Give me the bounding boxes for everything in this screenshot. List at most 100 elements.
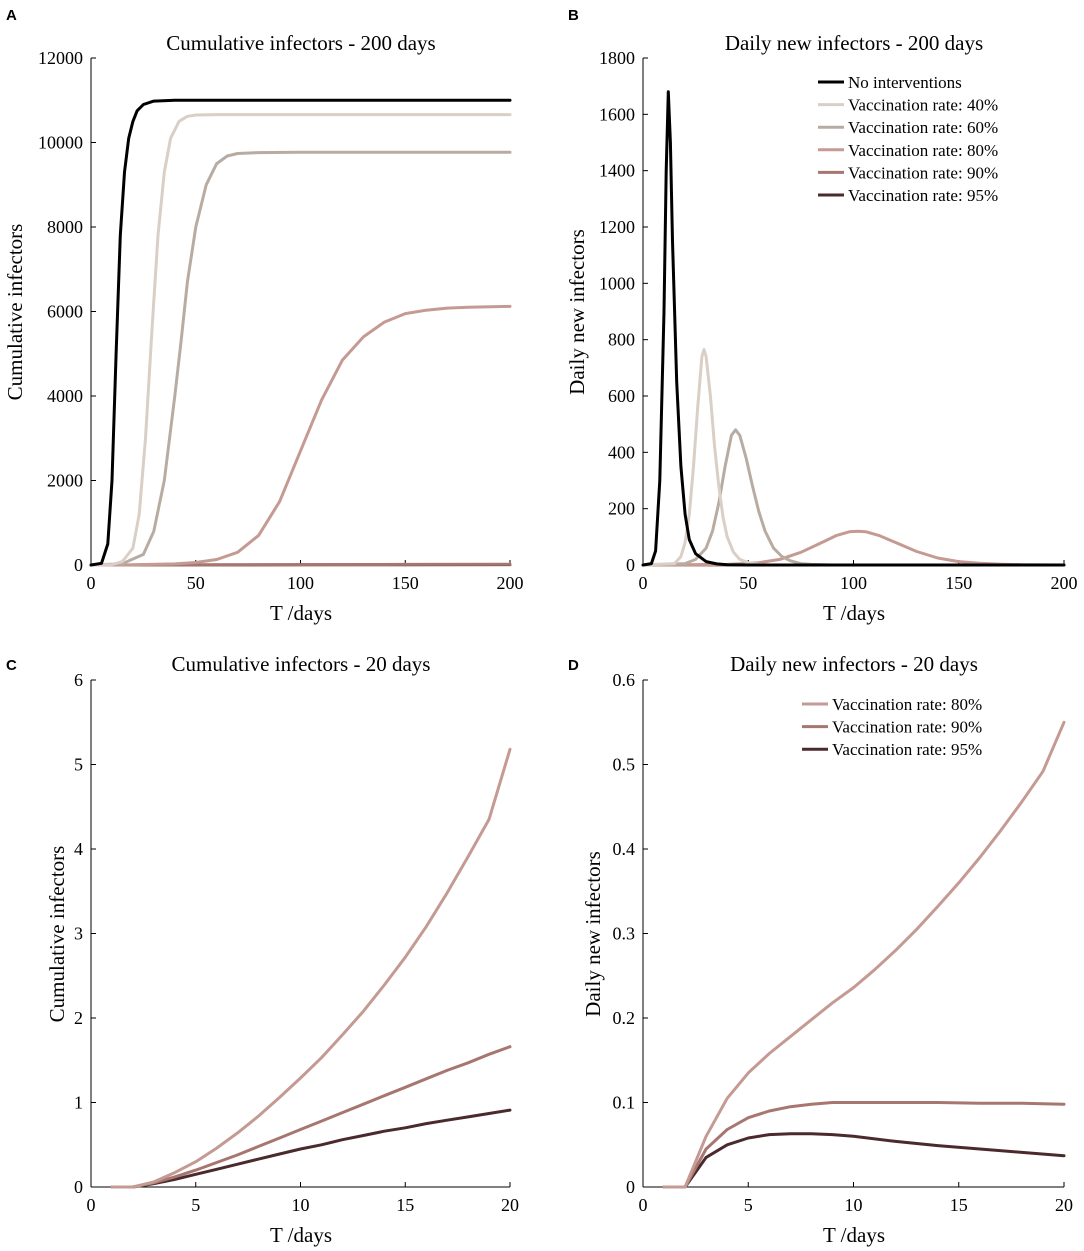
panel-letter: D (568, 657, 579, 674)
panel-a: A Cumulative infectors - 200 days T /day… (3, 7, 524, 625)
y-tick-label: 4000 (47, 386, 83, 406)
y-tick-label: 1 (74, 1093, 83, 1113)
x-tick-label: 20 (1055, 1195, 1073, 1215)
panel-b: B Daily new infectors - 200 days T /days… (565, 7, 1078, 625)
legend: No interventions Vaccination rate: 40% Vac… (818, 73, 998, 205)
y-tick-label: 0 (74, 555, 83, 575)
y-axis-label: Cumulative infectors (3, 224, 27, 401)
y-tick-label: 12000 (38, 48, 83, 68)
x-tick-label: 50 (187, 573, 205, 593)
x-axis-label: T /days (270, 601, 332, 625)
series-line-vaccination-rate-60 (641, 428, 1066, 567)
y-tick-label: 0 (626, 1177, 635, 1197)
series-line-vaccination-rate-95 (110, 1108, 512, 1189)
x-axis-label: T /days (270, 1223, 332, 1247)
plot-area: 0 5 10 15 20 0 1 2 3 4 5 6 (74, 670, 519, 1215)
y-tick-label: 0.5 (613, 755, 636, 775)
legend: Vaccination rate: 80% Vaccination rate: 9… (802, 695, 982, 759)
series-line-vaccination-rate-90 (110, 1045, 512, 1189)
chart-title: Cumulative infectors - 20 days (172, 652, 431, 676)
legend-label: Vaccination rate: 80% (848, 141, 998, 160)
x-tick-label: 100 (287, 573, 314, 593)
x-tick-label: 15 (950, 1195, 968, 1215)
y-tick-label: 1800 (599, 48, 635, 68)
series-line-vaccination-rate-80 (662, 720, 1066, 1189)
y-tick-label: 0 (626, 555, 635, 575)
y-tick-label: 1000 (599, 273, 635, 293)
series-line-no-interventions (641, 90, 1066, 567)
legend-label: Vaccination rate: 60% (848, 118, 998, 137)
chart-title: Daily new infectors - 20 days (730, 652, 978, 676)
x-axis-label: T /days (823, 1223, 885, 1247)
y-tick-label: 1600 (599, 104, 635, 124)
legend-label: Vaccination rate: 80% (832, 695, 982, 714)
x-tick-label: 20 (501, 1195, 519, 1215)
plot-area: 0 5 10 15 20 0 0.1 0.2 0.3 0.4 0.5 0.6 Vaccination r… (613, 670, 1074, 1215)
y-axis-label: Daily new infectors (581, 851, 605, 1017)
series-line-vaccination-rate-80 (110, 747, 512, 1189)
chart-title: Daily new infectors - 200 days (725, 31, 983, 55)
y-axis-label: Daily new infectors (565, 229, 589, 395)
series-line-vaccination-rate-95 (662, 1132, 1066, 1189)
y-tick-label: 6000 (47, 302, 83, 322)
legend-label: No interventions (848, 73, 962, 92)
x-tick-label: 5 (191, 1195, 200, 1215)
y-tick-label: 2 (74, 1008, 83, 1028)
legend-label: Vaccination rate: 90% (848, 163, 998, 182)
y-tick-label: 5 (74, 755, 83, 775)
panel-letter: C (6, 657, 17, 674)
y-tick-label: 0.4 (613, 839, 636, 859)
y-tick-label: 0.3 (613, 924, 636, 944)
panel-d: D Daily new infectors - 20 days T /days … (568, 652, 1073, 1247)
y-tick-label: 8000 (47, 217, 83, 237)
x-tick-label: 0 (639, 1195, 648, 1215)
y-tick-label: 0 (74, 1177, 83, 1197)
x-tick-label: 0 (87, 573, 96, 593)
x-tick-label: 150 (392, 573, 419, 593)
x-tick-label: 150 (945, 573, 972, 593)
x-tick-label: 0 (639, 573, 648, 593)
x-tick-label: 50 (739, 573, 757, 593)
y-tick-label: 1200 (599, 217, 635, 237)
x-tick-label: 100 (840, 573, 867, 593)
panel-c: C Cumulative infectors - 20 days T /days… (6, 652, 519, 1247)
x-tick-label: 200 (497, 573, 524, 593)
panel-letter: B (568, 7, 579, 24)
y-tick-label: 600 (608, 386, 635, 406)
x-tick-label: 15 (396, 1195, 414, 1215)
x-tick-label: 0 (87, 1195, 96, 1215)
series-line-vaccination-rate-80 (641, 529, 1066, 567)
y-tick-label: 0.1 (613, 1093, 636, 1113)
series-line-no-interventions (89, 98, 512, 567)
y-tick-label: 1400 (599, 161, 635, 181)
x-tick-label: 10 (845, 1195, 863, 1215)
legend-label: Vaccination rate: 90% (832, 718, 982, 737)
series-line-vaccination-rate-80 (89, 304, 512, 567)
y-tick-label: 400 (608, 442, 635, 462)
chart-title: Cumulative infectors - 200 days (166, 31, 435, 55)
x-tick-label: 200 (1051, 573, 1078, 593)
series-line-vaccination-rate-40 (89, 113, 512, 567)
y-tick-label: 0.6 (613, 670, 636, 690)
y-tick-label: 2000 (47, 471, 83, 491)
y-tick-label: 200 (608, 499, 635, 519)
panel-letter: A (6, 7, 17, 24)
legend-label: Vaccination rate: 95% (848, 186, 998, 205)
y-tick-label: 4 (74, 839, 83, 859)
x-tick-label: 5 (744, 1195, 753, 1215)
x-tick-label: 10 (292, 1195, 310, 1215)
legend-label: Vaccination rate: 40% (848, 96, 998, 115)
series-line-vaccination-rate-90 (662, 1101, 1066, 1189)
plot-area: 0 50 100 150 200 0 200 400 600 800 1000 1200 1400 160… (599, 48, 1078, 593)
y-tick-label: 800 (608, 330, 635, 350)
x-axis-label: T /days (823, 601, 885, 625)
y-tick-label: 3 (74, 924, 83, 944)
y-axis-label: Cumulative infectors (45, 846, 69, 1023)
series-line-vaccination-rate-60 (89, 150, 512, 567)
legend-label: Vaccination rate: 95% (832, 740, 982, 759)
y-tick-label: 0.2 (613, 1008, 636, 1028)
y-tick-label: 10000 (38, 133, 83, 153)
y-tick-label: 6 (74, 670, 83, 690)
